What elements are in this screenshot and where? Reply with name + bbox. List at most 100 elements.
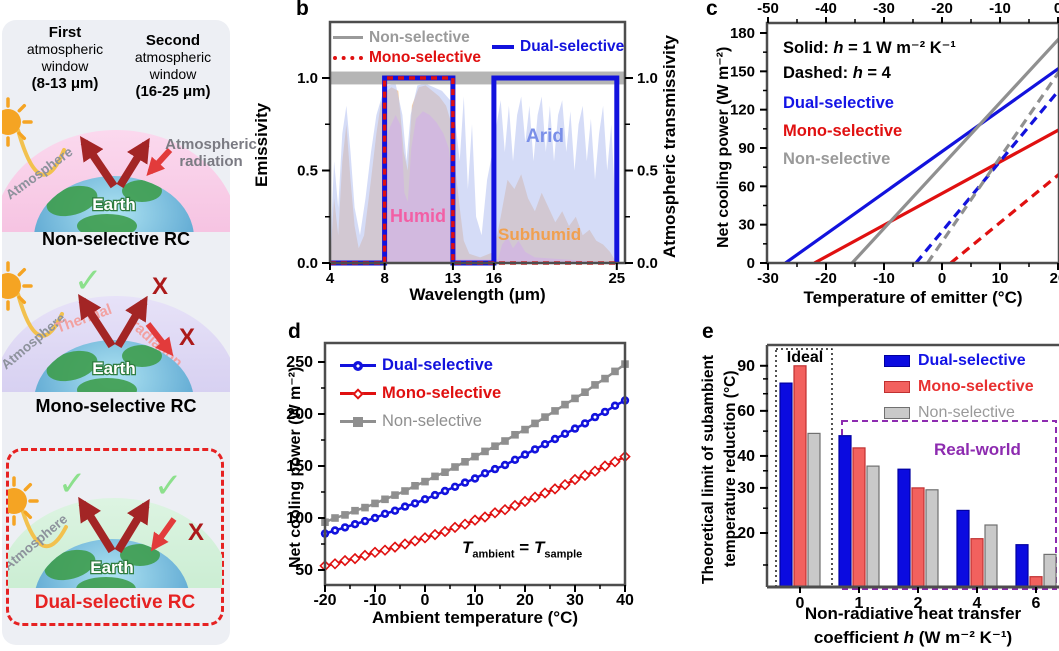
legend-c-non-selective: Non-selective — [783, 150, 891, 168]
svg-text:6: 6 — [1032, 595, 1041, 612]
svg-text:20: 20 — [737, 525, 755, 542]
radiation-arrow-right — [114, 295, 148, 349]
panel-c-note-dashed: Dashed: h = 4 — [783, 64, 891, 83]
svg-text:1: 1 — [855, 595, 864, 612]
svg-text:16: 16 — [486, 270, 503, 287]
legend-d-non-selective: Non-selective — [340, 412, 482, 431]
earth-label: Earth — [92, 195, 135, 214]
legend-e-non-selective: Non-selective — [884, 404, 1015, 422]
svg-text:4: 4 — [973, 595, 982, 612]
svg-text:200: 200 — [286, 406, 313, 423]
svg-text:0: 0 — [421, 592, 430, 609]
svg-text:50: 50 — [295, 562, 313, 579]
note-dashed-prefix: Dashed: — [783, 64, 853, 82]
atmospheric-radiation-line1: Atmospheric — [165, 136, 257, 153]
svg-text:150: 150 — [286, 458, 313, 475]
svg-text:40: 40 — [737, 448, 755, 465]
first-window-line1: First — [48, 24, 82, 41]
diamond-marker-icon — [352, 388, 364, 400]
panel-c-ylabel: Net cooling power (W m⁻²) — [715, 46, 732, 248]
svg-text:0: 0 — [938, 270, 946, 287]
svg-text:0.0: 0.0 — [297, 255, 318, 272]
legend-d-dual-selective-label: Dual-selective — [382, 356, 493, 374]
earth-label: Earth — [92, 359, 135, 378]
annotation-t2: T — [533, 538, 545, 557]
mono-selective-marker-swatch — [340, 385, 376, 402]
note-solid-prefix: Solid: — [783, 39, 834, 57]
svg-text:-30: -30 — [757, 270, 779, 287]
mono-selective-bar-swatch — [884, 380, 910, 393]
mono-selective-dotted-swatch — [333, 55, 363, 60]
svg-text:120: 120 — [730, 102, 755, 119]
panel-e-ylabel-line2: temperature reduction (°C) — [722, 370, 739, 568]
legend-b-dual-selective-label: Dual-selective — [520, 38, 625, 55]
dual-selective-caption: Dual-selective RC — [34, 592, 196, 613]
svg-text:2: 2 — [914, 595, 923, 612]
non-selective-line-swatch — [333, 36, 363, 40]
radiation-arrow-right — [114, 498, 150, 554]
check-icon: ✓ — [154, 467, 183, 505]
svg-text:1.0: 1.0 — [637, 70, 658, 87]
panel-b-xlabel: Wavelength (μm) — [409, 285, 546, 304]
sun-ray-arc — [20, 507, 68, 549]
panel-c-xlabel: Temperature of emitter (°C) — [803, 288, 1023, 307]
atmospheric-radiation-arrow — [146, 147, 173, 176]
legend-e-mono-selective-label: Mono-selective — [918, 378, 1034, 395]
sun-icon — [8, 476, 39, 526]
svg-text:20: 20 — [516, 592, 534, 609]
svg-text:60: 60 — [737, 403, 755, 420]
dual-selective-scene: Atmosphere ✓ ✓ X Earth — [8, 465, 222, 588]
annotation-t1: T — [462, 538, 473, 557]
cross-icon: X — [179, 324, 195, 351]
note-dashed-h: h — [852, 64, 863, 82]
note-solid-h: h — [833, 39, 844, 57]
legend-d-dual-selective: Dual-selective — [340, 356, 493, 375]
annotation-sub2: sample — [544, 548, 583, 561]
panel-b-chart: 4 8 13 16 25 0.0 0.0 0.5 0.5 1.0 1.0 — [297, 20, 658, 287]
radiation-arrow-left — [78, 496, 116, 554]
dual-selective-marker-swatch — [340, 357, 376, 374]
mono-selective-caption: Mono-selective RC — [35, 396, 197, 416]
square-marker-icon — [353, 416, 363, 427]
dual-selective-line-swatch — [492, 44, 514, 49]
legend-b-mono-selective-label: Mono-selective — [369, 49, 481, 66]
second-window-line4: (16-25 μm) — [135, 83, 211, 100]
xlabel2-rest: (W m⁻² K⁻¹) — [913, 628, 1013, 647]
svg-text:30: 30 — [566, 592, 584, 609]
panel-e-ylabel-line1: Theoretical limit of subambient — [700, 354, 717, 584]
svg-text:1.0: 1.0 — [297, 70, 318, 87]
earth-label: Earth — [90, 558, 133, 577]
mono-selective-scene: Atmosphere Thermal radiation ✓ X X Earth — [2, 261, 230, 392]
svg-text:-20: -20 — [931, 0, 953, 17]
panel-c-note-solid: Solid: h = 1 W m⁻² K⁻¹ — [783, 38, 956, 58]
panel-c-chart: -30 -20 -10 0 10 20 -50 -40 -30 -20 -10 0 0 30 60 90 120… — [730, 0, 1059, 287]
radiation-arrow-left — [78, 293, 116, 349]
legend-c-mono-selective: Mono-selective — [783, 122, 903, 140]
second-window-line1: Second — [145, 32, 201, 49]
legend-b-non-selective-label: Non-selective — [369, 29, 470, 46]
svg-text:0: 0 — [1054, 0, 1059, 17]
note-solid-rest: = 1 W m⁻² K⁻¹ — [843, 39, 956, 57]
legend-b-mono-selective: Mono-selective — [333, 49, 481, 67]
svg-text:250: 250 — [286, 354, 313, 371]
svg-text:0: 0 — [747, 255, 755, 272]
svg-text:-40: -40 — [815, 0, 837, 17]
svg-text:-20: -20 — [815, 270, 837, 287]
check-icon: ✓ — [74, 262, 103, 300]
panel-e-xlabel-line2: coefficient h (W m⁻² K⁻¹) — [767, 628, 1059, 648]
first-window-line2: atmospheric — [26, 41, 104, 57]
note-dashed-rest: = 4 — [862, 64, 891, 82]
dual-selective-bar-swatch — [884, 354, 910, 367]
atmospheric-radiation-label: Atmospheric radiation — [155, 136, 267, 170]
xlabel2-h: h — [903, 628, 914, 647]
sun-ray-arc — [16, 128, 66, 177]
svg-text:0: 0 — [796, 595, 805, 612]
svg-text:20: 20 — [1050, 270, 1059, 287]
ideal-label: Ideal — [786, 349, 824, 366]
svg-text:8: 8 — [380, 270, 388, 287]
real-world-label: Real-world — [934, 440, 1021, 459]
cross-icon: X — [152, 273, 168, 300]
svg-text:13: 13 — [445, 270, 462, 287]
first-window-line3: window — [41, 58, 89, 74]
